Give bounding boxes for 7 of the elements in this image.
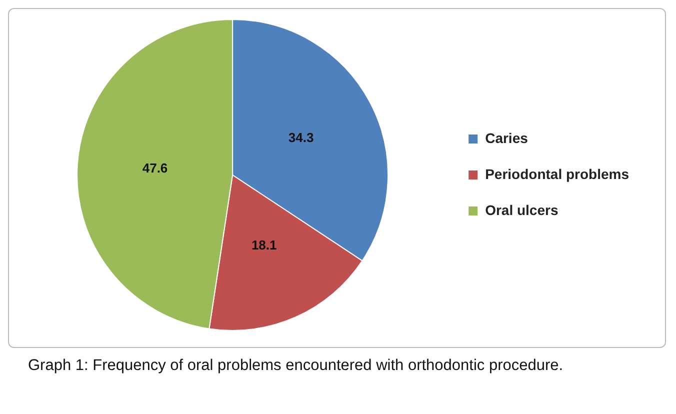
legend-label: Caries xyxy=(485,130,528,146)
data-label: 47.6 xyxy=(142,160,168,176)
caption: Graph 1: Frequency of oral problems encountered with orthodontic procedure. xyxy=(28,356,564,376)
legend-label: Oral ulcers xyxy=(485,202,558,218)
data-label: 18.1 xyxy=(251,238,277,253)
data-label: 34.3 xyxy=(288,130,314,145)
legend-label: Periodontal problems xyxy=(485,166,630,182)
